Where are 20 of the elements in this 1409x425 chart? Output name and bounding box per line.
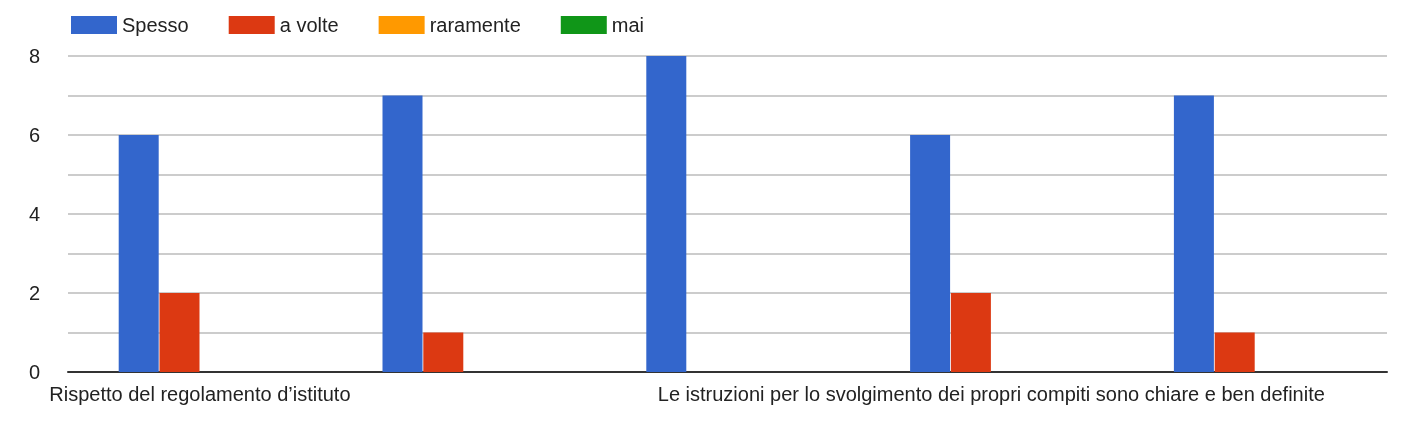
bar [910,135,951,372]
y-tick-label: 2 [28,282,40,304]
legend-label: Spesso [122,14,189,36]
x-tick-label: Rispetto del regolamento d’istituto [49,383,351,405]
bar [1173,95,1214,372]
y-tick-label: 8 [28,45,40,67]
bar [423,332,464,372]
y-tick-label: 6 [28,124,40,146]
legend-label: raramente [429,14,521,36]
y-tick-label: 0 [28,361,40,383]
bar [118,135,159,372]
x-tick-label: Le istruzioni per lo svolgimento dei propri compiti sono chiare e ben definite [657,383,1325,405]
bar [159,293,200,372]
bar [646,56,687,372]
bar [382,95,423,372]
legend-label: a volte [279,14,339,36]
bar [950,293,991,372]
bar [1214,332,1255,372]
y-tick-label: 4 [28,203,40,225]
legend-label: mai [611,14,645,36]
